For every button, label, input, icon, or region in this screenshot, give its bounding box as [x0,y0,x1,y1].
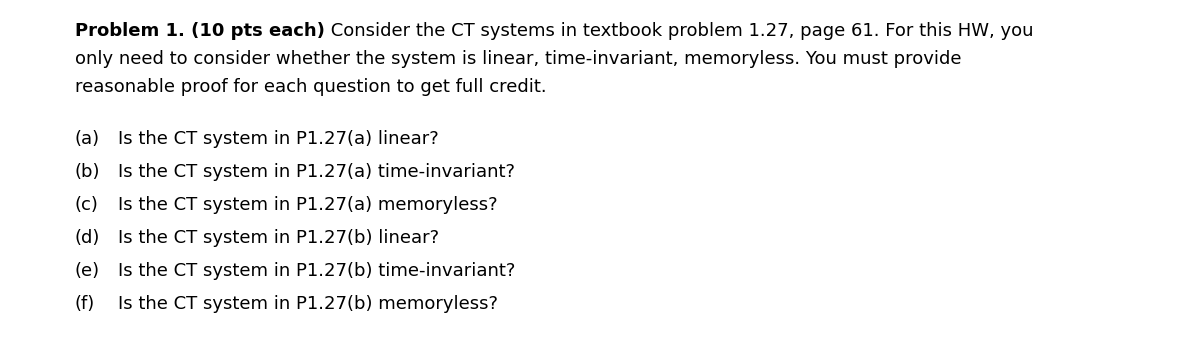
Text: Is the CT system in P1.27(a) memoryless?: Is the CT system in P1.27(a) memoryless? [118,196,498,214]
Text: (b): (b) [74,163,101,181]
Text: Is the CT system in P1.27(b) time-invariant?: Is the CT system in P1.27(b) time-invari… [118,262,515,280]
Text: Is the CT system in P1.27(b) memoryless?: Is the CT system in P1.27(b) memoryless? [118,295,498,313]
Text: only need to consider whether the system is linear, time-invariant, memoryless. : only need to consider whether the system… [74,50,961,68]
Text: Is the CT system in P1.27(b) linear?: Is the CT system in P1.27(b) linear? [118,229,439,247]
Text: Is the CT system in P1.27(a) linear?: Is the CT system in P1.27(a) linear? [118,130,439,148]
Text: reasonable proof for each question to get full credit.: reasonable proof for each question to ge… [74,78,547,96]
Text: Problem 1. (10 pts each): Problem 1. (10 pts each) [74,22,325,40]
Text: (c): (c) [74,196,98,214]
Text: Consider the CT systems in textbook problem 1.27, page 61. For this HW, you: Consider the CT systems in textbook prob… [325,22,1033,40]
Text: (f): (f) [74,295,95,313]
Text: (a): (a) [74,130,100,148]
Text: (e): (e) [74,262,100,280]
Text: (d): (d) [74,229,101,247]
Text: Is the CT system in P1.27(a) time-invariant?: Is the CT system in P1.27(a) time-invari… [118,163,515,181]
